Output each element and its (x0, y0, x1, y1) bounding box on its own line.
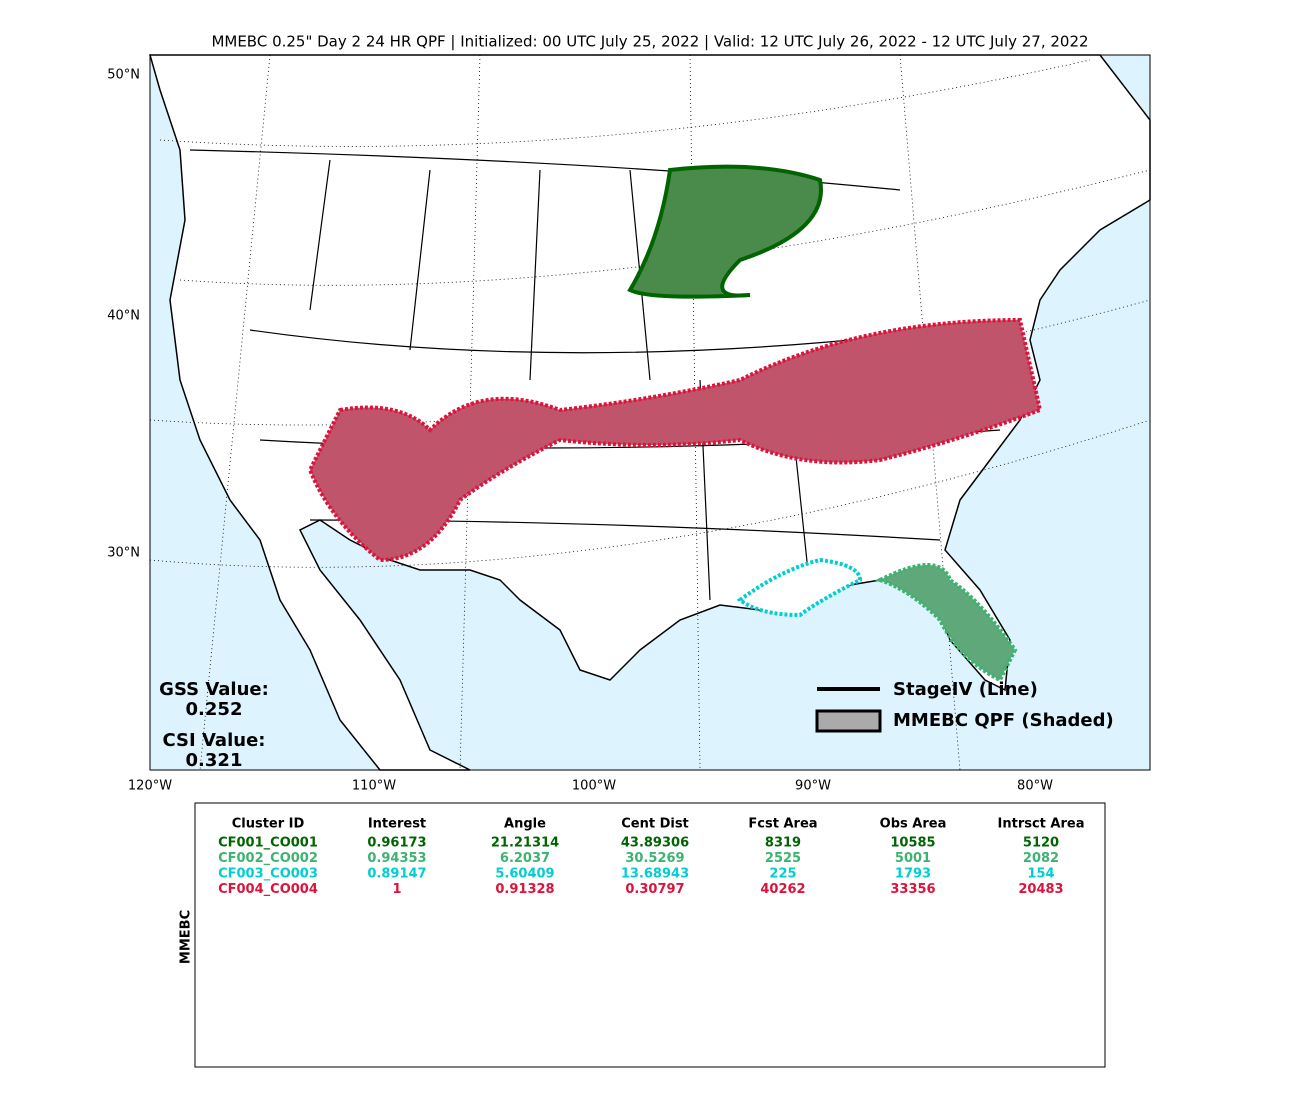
lat-label: 30°N (107, 546, 140, 561)
map-frame (149, 54, 1151, 771)
table-cell: 2082 (1023, 851, 1059, 866)
gss-label: GSS Value: (159, 679, 269, 700)
legend-label: MMEBC QPF (Shaded) (893, 710, 1114, 731)
table-cell: 30.5269 (625, 851, 684, 866)
lat-label: 50°N (107, 68, 140, 83)
table-header: Cluster ID (232, 817, 305, 832)
table-cell: 5120 (1023, 836, 1059, 851)
table-cell: 0.91328 (495, 882, 554, 897)
table-cell: 1793 (895, 867, 931, 882)
table-cell: 225 (769, 867, 796, 882)
table-cell: 2525 (765, 851, 801, 866)
lon-label: 100°W (572, 779, 616, 794)
table-cell: CF002_CO002 (218, 851, 318, 866)
table-cell: 0.96173 (367, 836, 426, 851)
table-cell: 10585 (890, 836, 935, 851)
table-cell: CF004_CO004 (218, 882, 318, 897)
table-header: Fcst Area (748, 817, 817, 832)
lon-label: 120°W (128, 779, 172, 794)
table-header: Interest (368, 817, 426, 832)
table-cell: 6.2037 (500, 851, 550, 866)
table-cell: 20483 (1018, 882, 1063, 897)
table-side-label: MMEBC (179, 910, 194, 964)
csi-label: CSI Value: (163, 730, 266, 751)
table-header: Obs Area (880, 817, 947, 832)
table-cell: 8319 (765, 836, 801, 851)
table-cell: 0.94353 (367, 851, 426, 866)
cluster-4 (307, 317, 1043, 563)
table-header: Angle (504, 817, 546, 832)
table-cell: 0.89147 (367, 867, 426, 882)
lon-label: 90°W (795, 779, 831, 794)
cluster-2 (874, 563, 1018, 683)
cluster-1 (627, 164, 823, 299)
table-cell: 40262 (760, 882, 805, 897)
table-cell: 1 (392, 882, 401, 897)
graticule (149, 54, 1151, 771)
legend-swatch (815, 709, 882, 733)
csi-value: 0.321 (186, 750, 243, 771)
table-cell: 5.60409 (495, 867, 554, 882)
table-frame (194, 802, 1106, 1068)
table-header: Intrsct Area (998, 817, 1085, 832)
legend-label: StageIV (Line) (893, 679, 1038, 700)
cluster-3 (736, 557, 863, 618)
table-cell: CF001_CO001 (218, 836, 318, 851)
title: MMEBC 0.25" Day 2 24 HR QPF | Initialize… (211, 33, 1088, 51)
table-cell: 154 (1027, 867, 1054, 882)
lat-label: 40°N (107, 309, 140, 324)
map: GSS Value: 0.252 CSI Value: 0.321 StageI… (149, 54, 1151, 771)
table-header: Cent Dist (621, 817, 689, 832)
table-cell: 5001 (895, 851, 931, 866)
lon-label: 110°W (352, 779, 396, 794)
table-cell: 21.21314 (491, 836, 559, 851)
table-cell: 43.89306 (621, 836, 689, 851)
gss-value: 0.252 (186, 699, 243, 720)
table-cell: 33356 (890, 882, 935, 897)
lon-label: 80°W (1017, 779, 1053, 794)
table-cell: 13.68943 (621, 867, 689, 882)
table-cell: CF003_CO003 (218, 867, 318, 882)
table-cell: 0.30797 (625, 882, 684, 897)
